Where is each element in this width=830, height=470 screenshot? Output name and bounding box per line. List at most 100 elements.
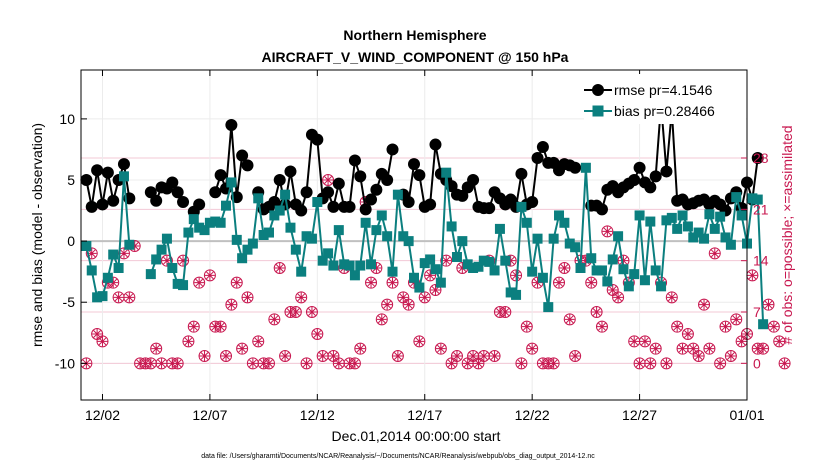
bias-point <box>451 252 462 262</box>
obs-assimilated-point <box>752 343 763 354</box>
legend-bias-marker <box>592 105 604 117</box>
bias-point <box>339 259 350 270</box>
obs-possible-point <box>440 254 453 267</box>
obs-assimilated-point <box>323 175 334 185</box>
bias-point <box>215 217 226 228</box>
bias-point <box>494 223 505 234</box>
y-tick-label: -5 <box>63 294 76 310</box>
rmse-point <box>381 174 394 186</box>
obs-assimilated-point <box>661 358 672 369</box>
bias-point <box>527 266 538 277</box>
plot-area: 12/02 12/07 12/12 12/17 12/22 12/27 01/01 -10 -5… <box>55 69 791 423</box>
obs-assimilated-point <box>613 292 624 303</box>
bias-point <box>457 236 468 247</box>
obs-assimilated-point <box>108 277 119 288</box>
obs-assimilated-point <box>333 358 344 369</box>
obs-possible-point <box>671 320 684 333</box>
bias-point <box>306 233 317 244</box>
rmse-point <box>209 186 222 199</box>
plot-frame <box>80 69 748 401</box>
bias-point <box>210 216 221 227</box>
obs-possible-point <box>660 357 673 370</box>
bias-point <box>511 289 522 300</box>
bias-point <box>269 210 280 221</box>
bias-point <box>97 291 108 302</box>
bias-point <box>731 192 742 203</box>
obs-possible-point <box>429 284 442 296</box>
obs-assimilated-point <box>253 336 264 347</box>
obs-possible-point <box>386 276 399 289</box>
bias-point <box>151 254 162 265</box>
bias-point <box>167 263 178 273</box>
rmse-point <box>214 169 227 182</box>
obs-assimilated-point <box>478 351 489 361</box>
bias-point <box>543 302 554 313</box>
obs-assimilated-point <box>306 307 317 317</box>
obs-assimilated-point <box>178 255 189 266</box>
bias-point <box>602 276 613 287</box>
rmse-point <box>177 196 190 208</box>
bias-series <box>81 162 769 330</box>
bias-point <box>661 215 672 226</box>
obs-possible-point <box>644 357 657 370</box>
obs-assimilated-point <box>580 255 591 266</box>
obs-assimilated-point <box>645 358 656 369</box>
bias-point <box>736 210 747 221</box>
y-axis-label: rmse and bias (model - observation) <box>29 123 45 347</box>
bias-point <box>102 272 113 283</box>
obs-possible-point <box>778 357 791 370</box>
obs-possible-point <box>96 335 109 348</box>
obs-assimilated-point <box>462 358 473 369</box>
bias-point <box>564 238 575 249</box>
obs-assimilated-point <box>500 307 511 317</box>
obs-possible-point <box>698 298 711 311</box>
obs-assimilated-point <box>355 343 366 354</box>
bias-point <box>247 238 258 249</box>
obs-assimilated-point <box>543 358 554 369</box>
bias-point <box>554 210 565 221</box>
obs-possible-point <box>730 313 743 326</box>
obs-possible-point <box>295 291 308 304</box>
bias-point <box>629 269 640 280</box>
obs-assimilated-point <box>317 351 328 361</box>
bias-point <box>387 266 398 277</box>
obs-assimilated-point <box>161 255 172 266</box>
rmse-point <box>348 154 361 167</box>
bias-point <box>366 259 377 270</box>
bias-point <box>623 281 634 292</box>
obs-assimilated-point <box>559 263 570 273</box>
rmse-point <box>284 165 297 178</box>
bias-point <box>392 189 403 200</box>
bias-point <box>575 263 586 273</box>
obs-assimilated-point <box>457 263 468 273</box>
bias-point <box>204 217 215 228</box>
obs-assimilated-point <box>258 358 269 369</box>
obs-assimilated-point <box>505 255 516 266</box>
obs-assimilated-point <box>344 358 355 369</box>
obs-assimilated-point <box>263 358 274 369</box>
obs-assimilated-point <box>532 277 543 288</box>
rmse-point <box>295 204 308 217</box>
obs-possible-point <box>322 174 335 186</box>
obs-assimilated-point <box>704 343 715 354</box>
obs-possible-point <box>638 335 651 348</box>
obs-assimilated-point <box>285 307 296 317</box>
obs-assimilated-point <box>183 336 194 347</box>
obs-possible-point <box>402 298 415 311</box>
obs-assimilated-point <box>779 358 790 369</box>
obs-possible-point <box>418 291 431 304</box>
rmse-point <box>408 158 420 171</box>
obs-possible-point <box>193 276 206 289</box>
rmse-point <box>402 196 415 208</box>
rmse-point <box>536 141 549 153</box>
obs-assimilated-point <box>435 343 446 354</box>
obs-assimilated-point <box>672 321 683 332</box>
y-axis-right-label: # of obs: o=possible; ×=assimilated <box>779 125 795 344</box>
y-right-tick-label: 0 <box>753 355 761 371</box>
rmse-point <box>649 170 662 183</box>
bias-point <box>237 253 248 264</box>
bias-point <box>242 244 253 255</box>
obs-assimilated-point <box>392 351 403 361</box>
obs-possible-point <box>714 357 727 370</box>
